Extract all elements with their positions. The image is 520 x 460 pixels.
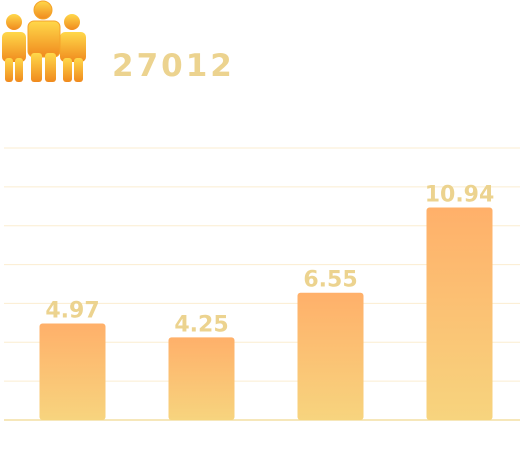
- person-right-icon: [60, 14, 86, 82]
- bar-value-label: 10.94: [425, 182, 495, 207]
- bar-value-label: 6.55: [303, 268, 357, 293]
- people-group-icon: [2, 0, 86, 82]
- bar: [39, 323, 106, 420]
- bar-value-label: 4.97: [45, 298, 99, 323]
- bar: [297, 292, 364, 420]
- bar: [168, 337, 235, 420]
- headline-total: 27012: [112, 48, 235, 84]
- person-center-icon: [27, 0, 61, 82]
- bar-value-label: 4.25: [174, 312, 228, 337]
- person-left-icon: [2, 14, 26, 82]
- bar: [426, 207, 493, 420]
